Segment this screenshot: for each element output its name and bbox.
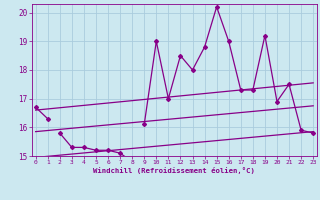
X-axis label: Windchill (Refroidissement éolien,°C): Windchill (Refroidissement éolien,°C) — [93, 167, 255, 174]
